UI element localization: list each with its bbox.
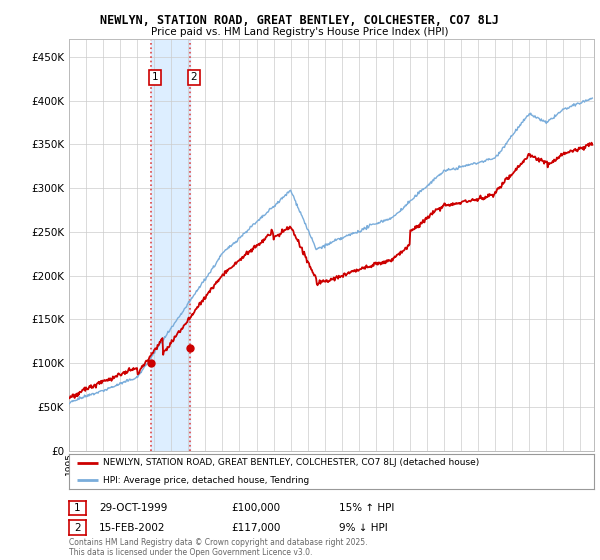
Text: 2: 2 — [190, 72, 197, 82]
Text: Contains HM Land Registry data © Crown copyright and database right 2025.
This d: Contains HM Land Registry data © Crown c… — [69, 538, 367, 557]
Text: HPI: Average price, detached house, Tendring: HPI: Average price, detached house, Tend… — [103, 475, 310, 485]
Text: NEWLYN, STATION ROAD, GREAT BENTLEY, COLCHESTER, CO7 8LJ (detached house): NEWLYN, STATION ROAD, GREAT BENTLEY, COL… — [103, 458, 479, 468]
Text: £117,000: £117,000 — [231, 522, 280, 533]
Text: Price paid vs. HM Land Registry's House Price Index (HPI): Price paid vs. HM Land Registry's House … — [151, 27, 449, 37]
Text: 1: 1 — [151, 72, 158, 82]
Text: £100,000: £100,000 — [231, 503, 280, 513]
Text: NEWLYN, STATION ROAD, GREAT BENTLEY, COLCHESTER, CO7 8LJ: NEWLYN, STATION ROAD, GREAT BENTLEY, COL… — [101, 14, 499, 27]
Text: 2: 2 — [74, 522, 81, 533]
Bar — [151, 39, 190, 451]
Text: 9% ↓ HPI: 9% ↓ HPI — [339, 522, 388, 533]
Text: 29-OCT-1999: 29-OCT-1999 — [99, 503, 167, 513]
Text: 15% ↑ HPI: 15% ↑ HPI — [339, 503, 394, 513]
Text: 1: 1 — [74, 503, 81, 513]
Text: 15-FEB-2002: 15-FEB-2002 — [99, 522, 166, 533]
